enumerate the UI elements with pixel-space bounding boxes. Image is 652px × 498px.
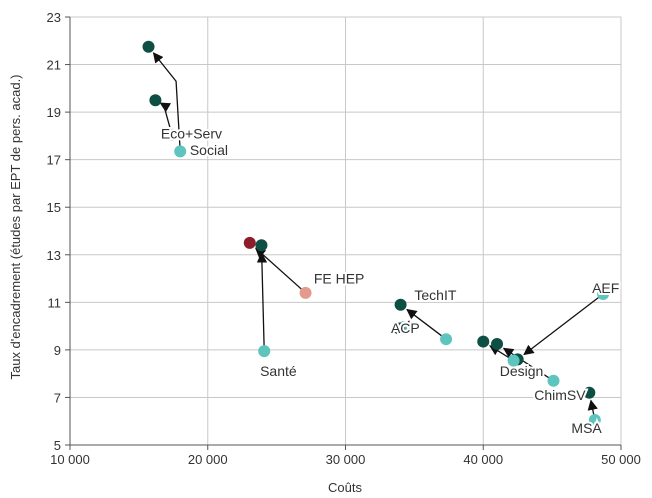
y-axis-label: Taux d'encadrement (études par EPT de pe… xyxy=(8,74,23,379)
x-tick-label: 30 000 xyxy=(326,452,366,467)
x-tick-label: 20 000 xyxy=(188,452,228,467)
point-fe-hep-end xyxy=(243,236,256,249)
point-design-start xyxy=(507,354,520,367)
point-msa-start xyxy=(588,414,601,427)
point-design-end xyxy=(477,335,490,348)
label-social: Social xyxy=(190,142,228,158)
point-techit-end xyxy=(394,298,407,311)
arrow-fe-hep xyxy=(254,247,306,294)
point-techit-start xyxy=(440,333,453,346)
arrow-aef xyxy=(523,293,604,356)
label-techit: TechIT xyxy=(414,287,456,303)
arrow-social xyxy=(152,52,181,152)
x-axis-label: Coûts xyxy=(328,480,362,495)
x-tick-label: 40 000 xyxy=(463,452,503,467)
y-tick-label: 19 xyxy=(47,105,61,120)
point-eco-serv-start xyxy=(165,128,178,141)
y-tick-label: 23 xyxy=(47,10,61,25)
y-tick-label: 13 xyxy=(47,248,61,263)
point-aef-start xyxy=(597,288,610,301)
point-sant--end xyxy=(255,239,268,252)
arrow-techit xyxy=(406,308,447,340)
y-tick-label: 15 xyxy=(47,200,61,215)
y-tick-label: 9 xyxy=(54,343,61,358)
point-msa-end xyxy=(583,386,596,399)
label-eco-serv: Eco+Serv xyxy=(161,125,222,141)
label-msa: MSA xyxy=(571,420,602,436)
label-design: Design xyxy=(500,363,544,379)
label-sant-: Santé xyxy=(260,363,297,379)
arrow-sant- xyxy=(256,252,268,352)
x-tick-label: 50 000 xyxy=(601,452,641,467)
axes: 10 000 20 000 30 000 40 000 50 000 5 7 9 11 13 15 1… xyxy=(47,10,641,467)
point-chimsv-start xyxy=(547,374,560,387)
point-sant--start xyxy=(258,345,271,358)
arrow-chimsv xyxy=(502,347,554,382)
point-chimsv-end xyxy=(491,337,504,350)
point-social-end xyxy=(142,40,155,53)
arrow-eco-serv xyxy=(159,102,173,135)
point-acp-end xyxy=(393,322,406,335)
y-tick-label: 21 xyxy=(47,58,61,73)
data-points xyxy=(142,40,610,427)
y-tick-label: 11 xyxy=(48,295,62,310)
label-acp: ACP xyxy=(391,320,420,336)
y-tick-label: 7 xyxy=(54,390,61,405)
y-tick-label: 5 xyxy=(54,438,61,453)
point-social-start xyxy=(174,145,187,158)
point-fe-hep-start xyxy=(299,286,312,299)
label-fe-hep: FE HEP xyxy=(314,270,365,286)
label-aef: AEF xyxy=(592,280,619,296)
y-tick-label: 17 xyxy=(47,153,61,168)
label-chimsv: ChimSV xyxy=(534,387,586,403)
point-eco-serv-end xyxy=(149,94,162,107)
grid xyxy=(69,16,622,446)
x-tick-label: 10 000 xyxy=(50,452,90,467)
